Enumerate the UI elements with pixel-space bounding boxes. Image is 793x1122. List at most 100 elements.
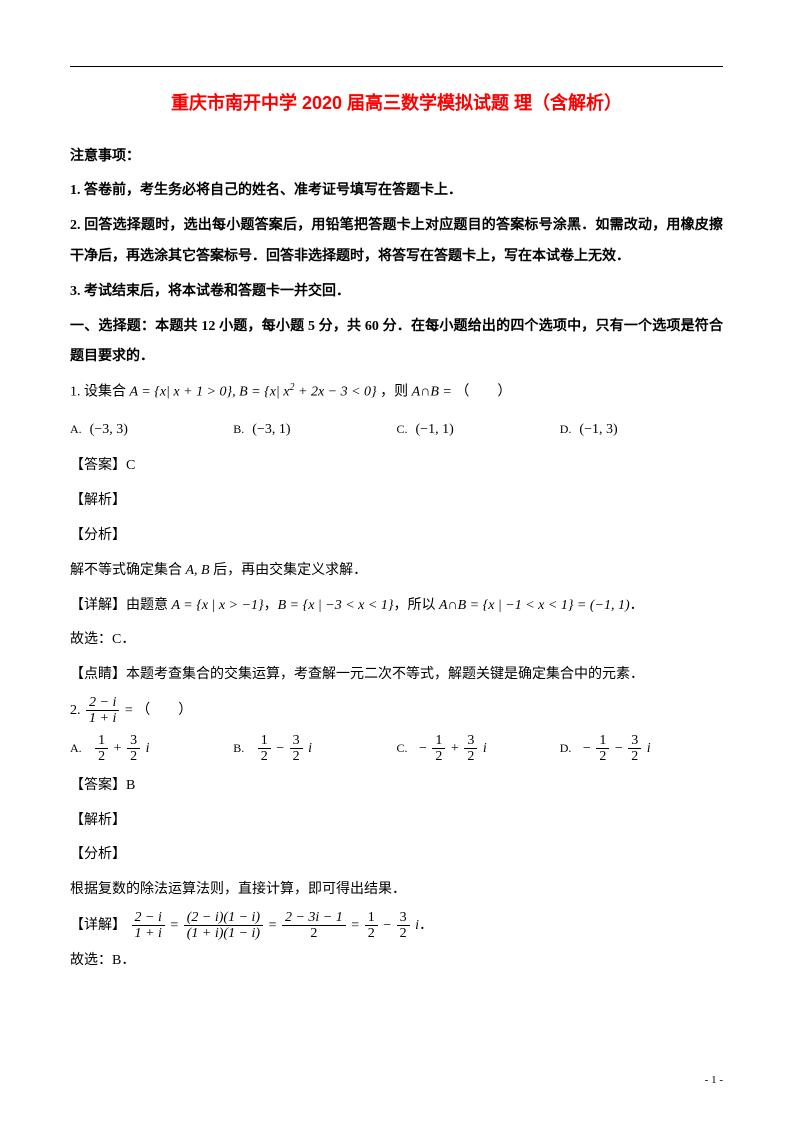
q2-period: ． [419, 918, 433, 933]
q1-xj-m2: ，所以 [393, 598, 439, 613]
q2-frac-den: 1 + i [86, 711, 119, 726]
q2b-f2: 32 [290, 733, 303, 765]
top-rule [70, 66, 723, 67]
opt-label-c: C. [397, 422, 408, 436]
q2-res-f2: 32 [397, 910, 410, 942]
q2-eq1: = [170, 918, 181, 933]
q1-jiexi: 【解析】 [70, 486, 723, 517]
q2-blank: （ ） [136, 703, 192, 718]
q1-opt-c-val: (−1, 1) [416, 422, 454, 437]
q2-opt-d: D. − 12 − 32 i [560, 733, 723, 765]
q2-step-f1: 2 − i1 + i [132, 910, 165, 942]
q2b-f1: 12 [258, 733, 271, 765]
q2-step-f2: (2 − i)(1 − i)(1 + i)(1 − i) [184, 910, 263, 942]
q1-stem: 1. 设集合 A = {x| x + 1 > 0}, B = {x| x2 + … [70, 377, 723, 408]
page-number: - 1 - [705, 1068, 723, 1092]
q1-answer-val: C [126, 458, 135, 473]
q2d-mid: − [615, 741, 626, 756]
q2-eq2: = [269, 918, 280, 933]
q1-xj-A: A = {x | x > −1} [172, 598, 264, 613]
q2a-f1: 12 [95, 733, 108, 765]
q2-xj-label: 【详解】 [70, 918, 126, 933]
q1-opt-d-val: (−1, 3) [579, 422, 617, 437]
q2-opt-c: C. − 12 + 32 i [397, 733, 560, 765]
q2-guxuan: 故选：B． [70, 946, 723, 977]
q1-fenxi-ab: A, B [186, 563, 210, 578]
q1-xj-res: A∩B = {x | −1 < x < 1} = (−1, 1) [439, 598, 630, 613]
q1-blank: （ ） [455, 385, 511, 400]
q2-xiangjie: 【详解】 2 − i1 + i = (2 − i)(1 − i)(1 + i)(… [70, 910, 723, 942]
q2b-mid: − [276, 741, 287, 756]
opt-label-b: B. [233, 422, 244, 436]
q2c-tail: i [483, 741, 487, 756]
notice-heading: 注意事项： [70, 142, 723, 173]
q1-opt-a: A. (−3, 3) [70, 415, 233, 446]
q2-options: A. 12 + 32 i B. 12 − 32 i C. − 12 + 32 i… [70, 733, 723, 765]
q1-setB-tail: + 2x − 3 < 0} [295, 385, 377, 400]
q2c-f1: 12 [432, 733, 445, 765]
q1-expr: A∩B = [412, 385, 452, 400]
q1-opt-a-val: (−3, 3) [90, 422, 128, 437]
q2a-tail: i [146, 741, 150, 756]
opt-label-b2: B. [233, 741, 244, 755]
q2a-mid: + [114, 741, 125, 756]
q2-answer: 【答案】B [70, 771, 723, 802]
q1-answer-label: 【答案】 [70, 458, 126, 473]
q2-step-f3: 2 − 3i − 12 [282, 910, 346, 942]
q2d-f2: 32 [628, 733, 641, 765]
q2-frac: 2 − i 1 + i [86, 695, 119, 727]
q1-xj-label: 【详解】 [70, 598, 126, 613]
q2-jiexi: 【解析】 [70, 806, 723, 837]
section-1-heading: 一、选择题：本题共 12 小题，每小题 5 分，共 60 分．在每小题给出的四个… [70, 312, 723, 374]
q1-xj-B: B = {x | −3 < x < 1} [278, 598, 394, 613]
q2d-f1: 12 [596, 733, 609, 765]
q1-xj-m1: ， [264, 598, 278, 613]
q1-setA: A = {x| x + 1 > 0}, [130, 385, 236, 400]
q2-res-f1: 12 [365, 910, 378, 942]
q2a-f2: 32 [127, 733, 140, 765]
q1-opt-b: B. (−3, 1) [233, 415, 396, 446]
q1-stem-pre: 1. 设集合 [70, 385, 130, 400]
notice-3: 3. 考试结束后，将本试卷和答题卡一并交回． [70, 277, 723, 308]
notice-2: 2. 回答选择题时，选出每小题答案后，用铅笔把答题卡上对应题目的答案标号涂黑．如… [70, 211, 723, 273]
q1-fenxi: 【分析】 [70, 521, 723, 552]
q1-fenxi-text: 解不等式确定集合 A, B 后，再由交集定义求解． [70, 556, 723, 587]
q1-stem-post: ，则 [380, 385, 412, 400]
q1-answer: 【答案】C [70, 451, 723, 482]
opt-label-d2: D. [560, 741, 572, 755]
q1-xiangjie: 【详解】由题意 A = {x | x > −1}，B = {x | −3 < x… [70, 591, 723, 622]
q2c-f2: 32 [464, 733, 477, 765]
q1-options: A.(−3, 3) B.(−3, 1) C.(−1, 1) D.(−1, 3) [70, 415, 723, 446]
q1-fenxi-pre: 解不等式确定集合 [70, 563, 186, 578]
opt-label-a: A. [70, 422, 82, 436]
q1-setB: B = {x| x [239, 385, 289, 400]
q1-xj-end: ． [630, 598, 644, 613]
q2-stem: 2. 2 − i 1 + i = （ ） [70, 695, 723, 727]
q2d-tail: i [647, 741, 651, 756]
q2c-s1: − [419, 741, 430, 756]
q2b-tail: i [308, 741, 312, 756]
q1-guxuan: 故选：C． [70, 625, 723, 656]
q2-fenxi-text: 根据复数的除法运算法则，直接计算，即可得出结果． [70, 875, 723, 906]
q2d-s1: − [583, 741, 594, 756]
opt-label-a2: A. [70, 741, 82, 755]
q2-eq3: = [351, 918, 362, 933]
q1-dianjing: 【点睛】本题考查集合的交集运算，考查解一元二次不等式，解题关键是确定集合中的元素… [70, 660, 723, 691]
q2-fenxi: 【分析】 [70, 840, 723, 871]
q2-num: 2. [70, 703, 84, 718]
q1-opt-b-val: (−3, 1) [252, 422, 290, 437]
q1-opt-c: C. (−1, 1) [397, 415, 560, 446]
q2-opt-b: B. 12 − 32 i [233, 733, 396, 765]
q2c-mid: + [451, 741, 462, 756]
q2-answer-label: 【答案】 [70, 778, 126, 793]
q2-answer-val: B [126, 778, 135, 793]
q2-opt-a: A. 12 + 32 i [70, 733, 233, 765]
q1-fenxi-post: 后，再由交集定义求解． [210, 563, 368, 578]
q2-frac-num: 2 − i [86, 695, 119, 711]
opt-label-c2: C. [397, 741, 408, 755]
notice-1: 1. 答卷前，考生务必将自己的姓名、准考证号填写在答题卡上． [70, 176, 723, 207]
q2-res-mid: − [383, 918, 394, 933]
doc-title: 重庆市南开中学 2020 届高三数学模拟试题 理（含解析） [70, 84, 723, 124]
q2-eq: = [125, 703, 136, 718]
q1-xj-pre: 由题意 [126, 598, 172, 613]
